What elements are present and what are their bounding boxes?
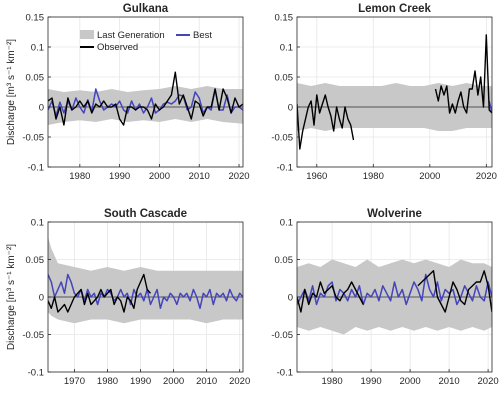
x-tick-label: 2020: [478, 376, 499, 387]
legend-envelope-swatch: [80, 30, 94, 39]
observed-line: [297, 281, 364, 313]
observed-line: [48, 273, 152, 313]
x-tick-label: 2020: [476, 171, 497, 182]
legend: Last Generation Best Observed: [80, 30, 212, 53]
panel-title: South Cascade: [104, 208, 187, 220]
panel-title: Lemon Creek: [358, 3, 431, 15]
panel-gulkana: 1980 1990 2000 2010 2020 -0.1 -0.05 0 0.05 0.1 0.1…: [6, 3, 250, 182]
plot-area: [297, 34, 492, 150]
x-tick-label: 2020: [228, 171, 249, 182]
y-tick-label: -0.1: [28, 163, 44, 174]
x-tick-label: 2010: [439, 376, 460, 387]
axes-frame: [47, 16, 244, 168]
y-tick-label: -0.05: [271, 133, 293, 144]
legend-best-label: Best: [193, 30, 212, 41]
x-tick-label: 2000: [149, 171, 170, 182]
y-tick-label: -0.05: [22, 330, 44, 341]
y-axis-label: Discharge [m³ s⁻¹ km⁻²]: [6, 39, 17, 145]
legend-observed-label: Observed: [97, 42, 138, 53]
x-tick-label: 1980: [69, 171, 90, 182]
best-line: [48, 88, 243, 117]
x-tick-label: 2010: [189, 171, 210, 182]
y-tick-label: 0: [288, 293, 293, 304]
plot-area: [48, 71, 243, 126]
y-tick-label: 0.15: [26, 13, 45, 24]
best-line: [297, 273, 492, 306]
x-tick-label: 2000: [419, 171, 440, 182]
y-tick-label: 0.05: [26, 73, 45, 84]
y-tick-label: 0.1: [31, 218, 44, 229]
y-tick-label: -0.05: [22, 133, 44, 144]
y-axis-label: Discharge [m³ s⁻¹ km⁻²]: [6, 244, 17, 350]
y-tick-label: 0.1: [280, 218, 293, 229]
x-tick-label: 1980: [363, 171, 384, 182]
x-tick-label: 1970: [64, 376, 85, 387]
x-tick-label: 1990: [130, 376, 151, 387]
observed-line: [417, 270, 492, 313]
y-tick-label: 0.15: [275, 13, 294, 24]
y-tick-label: -0.1: [277, 163, 293, 174]
panel-wolverine: 1980 1990 2000 2010 2020 -0.1 -0.05 0 0.05 0.1 Wol…: [271, 208, 498, 387]
x-tick-label: 2000: [400, 376, 421, 387]
y-tick-label: -0.1: [277, 368, 293, 379]
y-tick-label: 0: [39, 103, 44, 114]
y-tick-label: 0.05: [26, 255, 45, 266]
x-tick-label: 1960: [306, 171, 327, 182]
x-tick-label: 2010: [196, 376, 217, 387]
observed-line: [434, 34, 492, 114]
x-tick-label: 2000: [163, 376, 184, 387]
observed-line: [48, 71, 243, 126]
x-tick-label: 1980: [322, 376, 343, 387]
legend-envelope-label: Last Generation: [97, 30, 165, 41]
panel-title: Gulkana: [123, 3, 169, 15]
y-tick-label: 0.05: [275, 255, 294, 266]
plot-area: [297, 259, 492, 335]
observed-line: [297, 94, 355, 150]
y-tick-label: 0: [288, 103, 293, 114]
x-tick-label: 1990: [109, 171, 130, 182]
x-tick-label: 1990: [361, 376, 382, 387]
y-tick-label: 0.1: [280, 43, 293, 54]
y-tick-label: 0.1: [31, 43, 44, 54]
panel-south-cascade: 1970 1980 1990 2000 2010 2020 -0.1 -0.05 0 0.05 0.…: [6, 208, 250, 387]
best-line: [488, 100, 492, 114]
y-tick-label: 0: [39, 293, 44, 304]
y-tick-label: 0.05: [275, 73, 294, 84]
axes-frame: [296, 16, 493, 168]
panel-lemon-creek: 1960 1980 2000 2020 -0.1 -0.05 0 0.05 0.1 0.15 Lem…: [271, 3, 497, 182]
x-tick-label: 2020: [229, 376, 250, 387]
y-tick-label: -0.1: [28, 368, 44, 379]
y-tick-label: -0.05: [271, 330, 293, 341]
panel-title: Wolverine: [367, 208, 422, 220]
plot-area: [48, 237, 243, 324]
x-tick-label: 1980: [97, 376, 118, 387]
